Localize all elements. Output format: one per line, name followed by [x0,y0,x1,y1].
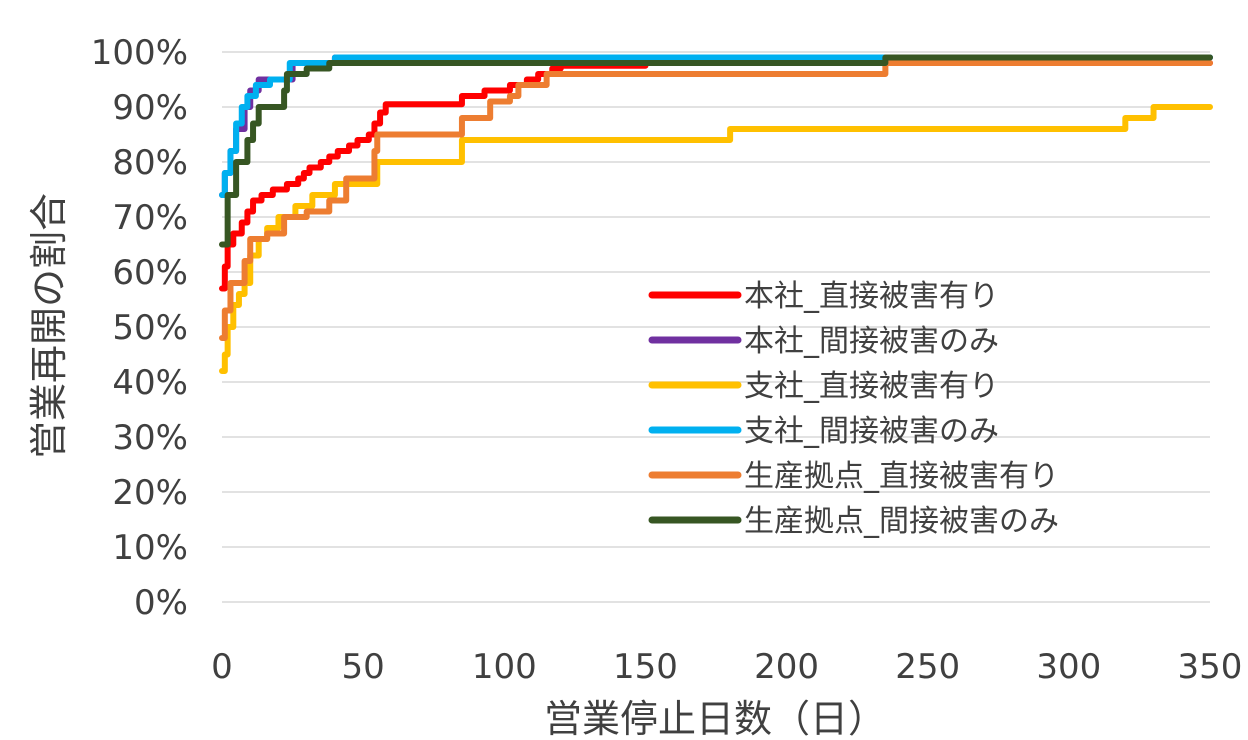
legend-label-5: 生産拠点_直接被害有り [744,459,1059,494]
y-tick-label: 100% [91,33,188,73]
x-axis-ticks: 0 50 100 150 200 250 300 350 [211,647,1242,687]
series-lines [219,54,1213,374]
x-tick-label: 350 [1178,647,1243,687]
y-tick-label: 10% [112,528,188,568]
legend-label-6: 生産拠点_間接被害のみ [744,504,1059,539]
x-tick-label: 250 [895,647,960,687]
series-line-4 [219,54,1213,198]
legend-label-2: 本社_間接被害のみ [744,324,999,359]
series-line-6 [219,54,1213,248]
y-tick-label: 80% [112,143,188,183]
y-tick-label: 30% [112,418,188,458]
y-tick-label: 90% [112,88,188,128]
x-tick-label: 100 [472,647,537,687]
y-axis-ticks: 0% 10% 20% 30% 40% 50% 60% 70% 80% 90% 100% [91,33,188,623]
y-axis-title: 営業再開の割合 [27,193,71,459]
y-tick-label: 0% [134,583,188,623]
x-tick-label: 200 [754,647,819,687]
series-line-3 [219,104,1213,374]
y-tick-label: 60% [112,253,188,293]
x-tick-label: 0 [211,647,233,687]
x-tick-label: 300 [1036,647,1101,687]
legend-label-3: 支社_直接被害有り [744,369,999,404]
legend: 本社_直接被害有り本社_間接被害のみ支社_直接被害有り支社_間接被害のみ生産拠点… [648,279,1059,539]
x-tick-label: 150 [613,647,678,687]
legend-label-1: 本社_直接被害有り [744,279,999,314]
y-tick-label: 40% [112,363,188,403]
y-tick-label: 20% [112,473,188,513]
legend-label-4: 支社_間接被害のみ [744,414,999,449]
x-tick-label: 50 [342,647,385,687]
series-line-5 [219,60,1213,341]
x-axis-title: 営業停止日数（日） [544,697,886,740]
y-tick-label: 50% [112,308,188,348]
y-tick-label: 70% [112,198,188,238]
